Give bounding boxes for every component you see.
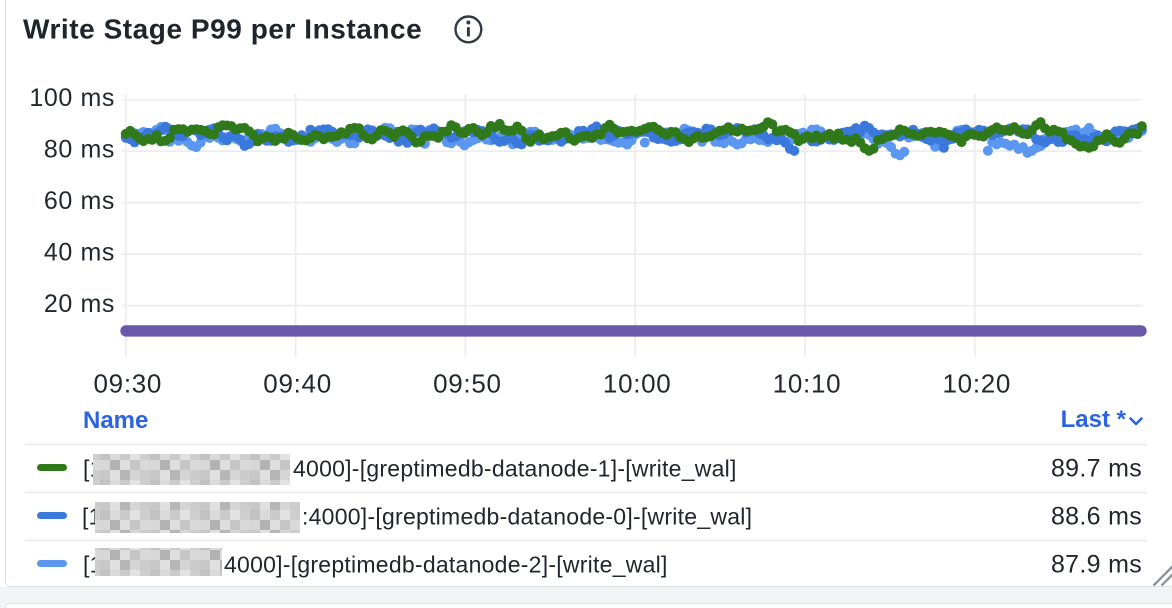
svg-text:4000]-[greptimedb-datanode-2]-: 4000]-[greptimedb-datanode-2]-[write_wal… (224, 552, 668, 578)
svg-text:Write Stage P99 per Instance: Write Stage P99 per Instance (23, 14, 422, 45)
svg-text:10:20: 10:20 (943, 368, 1012, 398)
svg-text:10:10: 10:10 (773, 368, 842, 398)
svg-text:87.9 ms: 87.9 ms (1051, 551, 1142, 579)
svg-text:88.6 ms: 88.6 ms (1051, 503, 1142, 531)
svg-text:40 ms: 40 ms (44, 239, 115, 267)
svg-text:89.7 ms: 89.7 ms (1051, 455, 1142, 483)
svg-text:80 ms: 80 ms (44, 136, 115, 164)
svg-text:Last *: Last * (1061, 406, 1127, 433)
svg-text:20 ms: 20 ms (44, 290, 115, 318)
svg-text::4000]-[greptimedb-datanode-0]: :4000]-[greptimedb-datanode-0]-[write_wa… (302, 504, 752, 530)
svg-text:60 ms: 60 ms (44, 187, 115, 215)
svg-text:09:30: 09:30 (94, 368, 163, 398)
svg-text:09:40: 09:40 (263, 368, 332, 398)
svg-text:4000]-[greptimedb-datanode-1]-: 4000]-[greptimedb-datanode-1]-[write_wal… (293, 456, 737, 482)
svg-text:10:00: 10:00 (603, 368, 672, 398)
svg-text:100 ms: 100 ms (29, 84, 115, 112)
svg-text:Name: Name (83, 407, 148, 434)
svg-text:09:50: 09:50 (433, 368, 502, 398)
